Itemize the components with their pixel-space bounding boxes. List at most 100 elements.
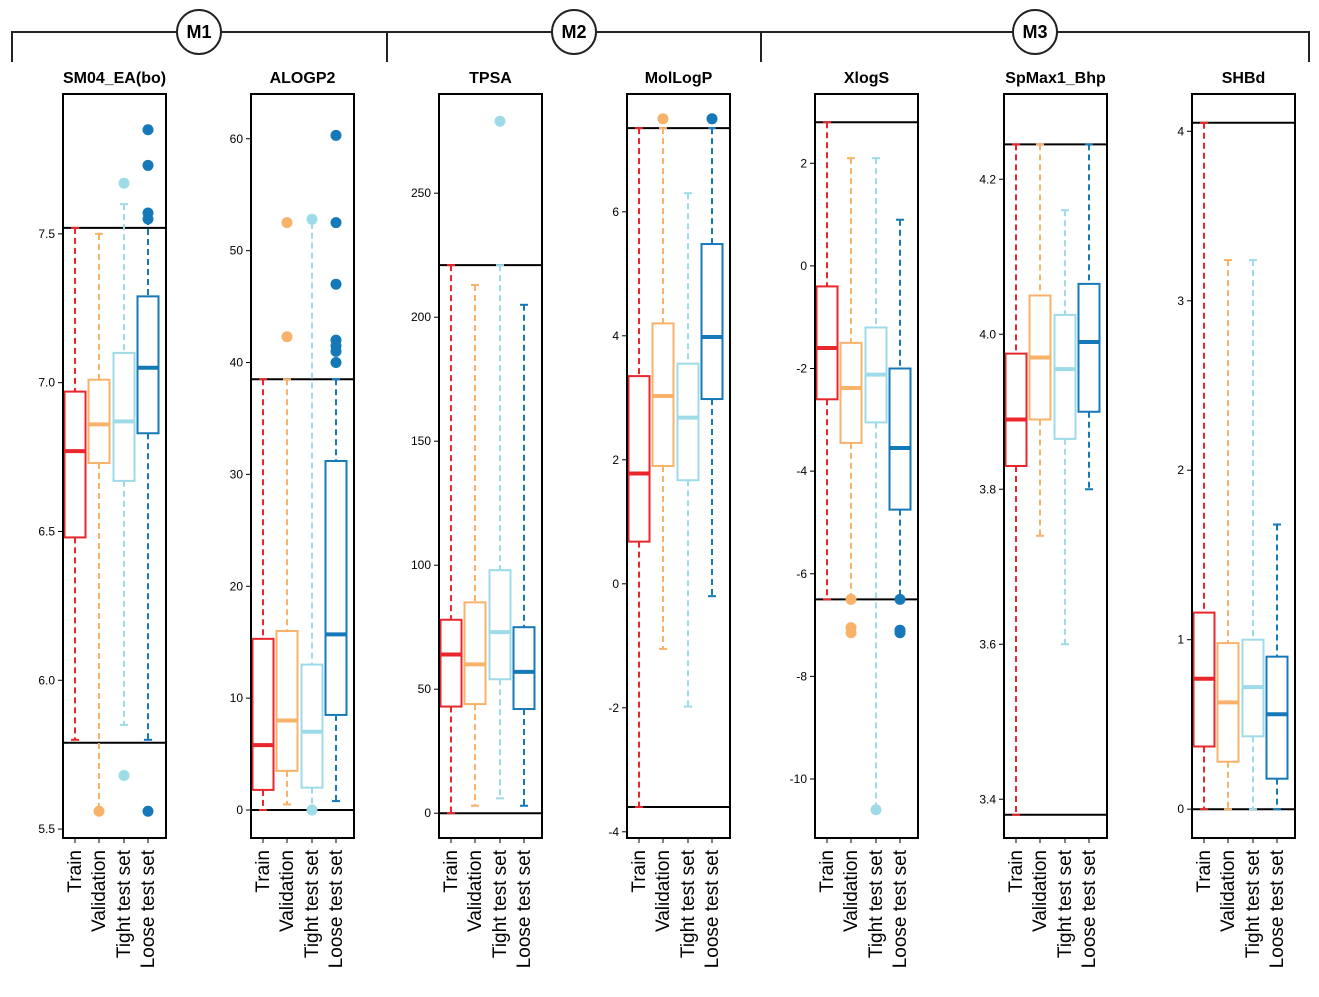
iqr-box [136,295,160,435]
box-tight-test-set [864,157,888,816]
y-tick-label: -2 [796,362,807,376]
x-category-label: Tight test set [490,849,511,958]
panel-title: ALOGP2 [270,70,336,87]
x-category-label: Validation [89,850,110,932]
outlier-point [306,213,318,225]
y-tick-label: 0 [236,803,243,817]
y-tick-label: 1 [1177,633,1184,647]
y-tick-label: 3.4 [979,792,996,806]
y-tick-label: 50 [418,682,432,696]
iqr-box [839,341,863,444]
group-label: M3 [1022,22,1047,42]
iqr-box [1265,655,1289,780]
y-tick-label: -4 [796,464,807,478]
panel-alogp2: ALOGP2 0 10 20 30 40 50 60 Train Validation Tight … [230,70,355,968]
x-category-label: Tight test set [678,849,699,958]
x-category-label: Loose test set [514,849,535,968]
y-tick-label: -8 [796,669,807,683]
outlier-point [93,805,105,817]
panel-frame [438,93,543,839]
x-category-label: Loose test set [326,849,347,968]
iqr-box [112,351,136,482]
box-train [815,121,839,601]
y-tick-label: 0 [612,577,619,591]
panel-title: MolLogP [645,70,713,87]
outlier-point [118,177,130,189]
iqr-box [324,459,348,716]
y-tick-label: 3.8 [979,482,996,496]
box-loose-test-set [1265,523,1289,811]
box-train [63,226,87,741]
box-tight-test-set [1241,259,1265,811]
x-category-label: Train [253,850,274,893]
y-tick-label: -4 [608,825,619,839]
y-tick-label: 6.0 [38,673,55,687]
iqr-box [676,362,700,482]
box-loose-test-set [512,303,536,807]
x-category-label: Train [441,850,462,893]
outlier-point [142,159,154,171]
outlier-point [118,770,130,782]
panel-frame [626,93,731,839]
box-train [439,264,463,815]
box-tight-test-set [1053,209,1077,646]
y-tick-label: -2 [608,701,619,715]
panel-tpsa: TPSA 0 50 100 150 200 250 Train Validation Tight … [411,70,543,968]
outlier-point [281,217,293,229]
panel-title: TPSA [469,70,512,87]
x-category-label: Tight test set [1055,849,1076,958]
x-category-label: Loose test set [702,849,723,968]
y-tick-label: 60 [230,132,244,146]
outlier-point [330,357,342,369]
group-bracket-m2: M2 [386,9,761,62]
outlier-point [494,115,506,127]
box-loose-test-set [324,129,348,803]
x-category-label: Validation [1030,850,1051,932]
box-train [627,127,651,808]
y-tick-label: 100 [411,558,431,572]
iqr-box [1053,313,1077,440]
box-tight-test-set [488,115,512,800]
x-category-label: Validation [653,850,674,932]
iqr-box [888,367,912,511]
outlier-point [894,593,906,605]
iqr-box [512,626,536,711]
box-train [251,378,275,812]
box-validation [463,283,487,807]
group-badge [176,9,222,55]
iqr-box [463,601,487,706]
y-tick-label: 0 [1177,802,1184,816]
x-category-label: Validation [841,850,862,932]
panel-title: SpMax1_Bhp [1005,70,1106,87]
y-tick-label: 7.5 [38,227,55,241]
x-category-label: Tight test set [1243,849,1264,958]
panel-title: SM04_EA(bo) [63,70,166,87]
group-label: M2 [561,22,586,42]
box-validation [275,217,299,806]
y-tick-label: 4.0 [979,327,996,341]
group-badge [1012,9,1058,55]
y-tick-label: 6 [612,205,619,219]
y-tick-label: 0 [424,806,431,820]
group-bracket-m1: M1 [11,9,387,62]
box-validation [87,232,111,817]
box-validation [839,157,863,639]
x-category-label: Validation [1218,850,1239,932]
group-bracket-m3: M3 [760,9,1310,62]
y-tick-label: 250 [411,186,431,200]
y-tick-label: 40 [230,356,244,370]
box-tight-test-set [300,213,324,816]
x-category-label: Train [629,850,650,893]
outlier-point [894,627,906,639]
iqr-box [815,285,839,401]
y-tick-label: 2 [800,156,807,170]
outlier-point [306,804,318,816]
iqr-box [275,630,299,772]
box-tight-test-set [676,192,700,708]
y-tick-label: 5.5 [38,822,55,836]
y-tick-label: 3.6 [979,637,996,651]
group-badge [551,9,597,55]
panel-frame [62,93,167,839]
iqr-box [1004,352,1028,467]
